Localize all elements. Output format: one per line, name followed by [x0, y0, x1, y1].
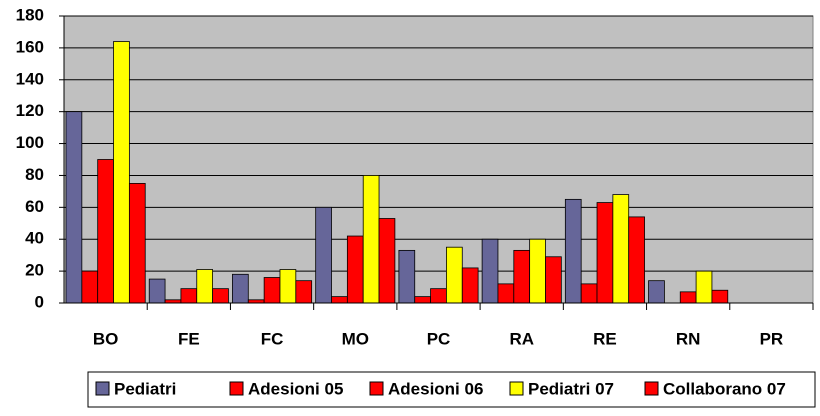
x-tick-label: BO [93, 329, 119, 348]
bar [97, 159, 114, 304]
bar [414, 296, 431, 304]
bar [648, 280, 665, 304]
bar [196, 269, 213, 304]
bar [545, 256, 562, 304]
legend-label: Pediatri [114, 379, 176, 398]
bar [65, 111, 83, 304]
bar [461, 267, 479, 304]
y-tick-label: 20 [25, 261, 44, 280]
bar [612, 194, 630, 304]
legend-swatch [229, 381, 244, 396]
legend-swatch [644, 381, 659, 396]
legend-label: Adesioni 06 [388, 379, 483, 398]
legend-label: Adesioni 05 [248, 379, 343, 398]
bar [81, 270, 99, 304]
plot-area [63, 15, 814, 304]
bar [315, 206, 332, 304]
bar [346, 235, 364, 304]
bar [513, 249, 531, 304]
x-tick-label: PR [760, 329, 784, 348]
y-tick-label: 100 [16, 133, 44, 152]
bar [529, 238, 546, 304]
y-tick-label: 120 [16, 101, 44, 120]
bar [331, 296, 348, 304]
y-tick-label: 0 [35, 292, 44, 311]
bar [362, 175, 380, 304]
x-tick-label: RA [509, 329, 534, 348]
bar [378, 218, 396, 304]
bar [263, 277, 281, 304]
legend-label: Pediatri 07 [528, 379, 614, 398]
y-tick-label: 160 [16, 37, 44, 56]
x-tick-label: RN [676, 329, 701, 348]
bar [212, 288, 229, 304]
bar [711, 289, 729, 304]
bar [497, 283, 515, 304]
bar [232, 273, 249, 304]
legend-label: Collaborano 07 [663, 379, 786, 398]
bar [180, 288, 198, 304]
bar [564, 198, 582, 304]
x-tick-label: MO [342, 329, 369, 348]
x-tick-label: PC [427, 329, 451, 348]
bar [580, 283, 598, 304]
bar [430, 288, 447, 304]
bar [295, 280, 313, 304]
legend-swatch [369, 381, 384, 396]
bar [446, 246, 463, 304]
legend [87, 371, 816, 408]
x-tick-label: FC [261, 329, 284, 348]
x-tick-label: RE [593, 329, 617, 348]
bar [398, 249, 416, 304]
bar [279, 269, 297, 304]
y-tick-label: 60 [25, 197, 44, 216]
bar [679, 291, 697, 304]
bar [148, 278, 166, 304]
bar [695, 270, 713, 304]
y-tick-label: 180 [16, 5, 44, 24]
y-tick-label: 40 [25, 229, 44, 248]
y-tick-label: 80 [25, 165, 44, 184]
x-tick-label: FE [178, 329, 200, 348]
y-tick-label: 140 [16, 69, 44, 88]
bar [113, 41, 130, 304]
legend-swatch [509, 381, 524, 396]
legend-swatch [95, 381, 110, 396]
bar [596, 202, 614, 304]
bar [628, 216, 645, 304]
bar [481, 238, 499, 304]
bar [128, 183, 146, 304]
